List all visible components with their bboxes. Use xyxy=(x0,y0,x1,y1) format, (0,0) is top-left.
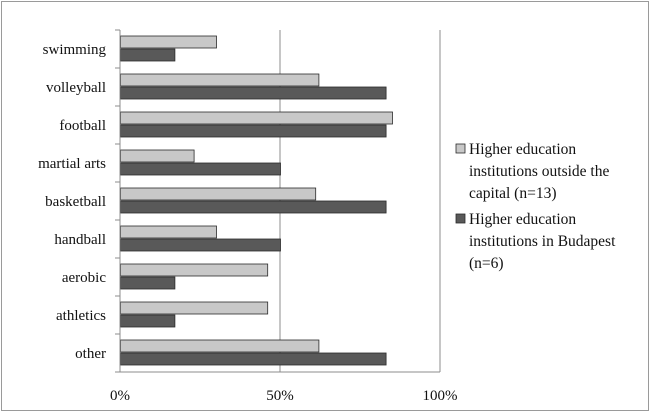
category-label: aerobic xyxy=(62,270,106,286)
bar-outside-capital xyxy=(120,73,320,87)
category-label: other xyxy=(75,346,106,362)
bars xyxy=(120,35,393,366)
chart-frame: swimming volleyball football martial arts ba… xyxy=(1,1,649,411)
bar-budapest xyxy=(120,238,281,252)
legend-label: Higher education institutions outside the… xyxy=(469,141,609,202)
bar-outside-capital xyxy=(120,187,317,201)
legend-label: Higher education institutions in Budapest… xyxy=(469,211,616,272)
category-label: football xyxy=(59,118,106,134)
category-label: basketball xyxy=(45,194,106,210)
bar-budapest xyxy=(120,352,387,366)
x-tick-label: 100% xyxy=(423,388,458,404)
category-labels: swimming volleyball football martial arts ba… xyxy=(38,42,106,362)
legend-swatch xyxy=(455,213,466,224)
x-tick-label: 0% xyxy=(110,388,130,404)
bar-outside-capital xyxy=(120,111,393,125)
bar-outside-capital xyxy=(120,301,269,315)
legend: Higher education institutions outside the… xyxy=(455,141,616,272)
category-label: volleyball xyxy=(46,80,106,96)
bar-chart: swimming volleyball football martial arts ba… xyxy=(38,29,616,404)
tick-labels: 0% 50% 100% xyxy=(110,388,458,404)
bar-budapest xyxy=(120,86,387,100)
bar-outside-capital xyxy=(120,263,269,277)
bar-outside-capital xyxy=(120,35,217,49)
bar-budapest xyxy=(120,124,387,138)
category-label: athletics xyxy=(56,308,106,324)
bar-budapest xyxy=(120,48,176,62)
bar-outside-capital xyxy=(120,225,217,239)
legend-entry: Higher education institutions outside the… xyxy=(455,141,609,202)
axes xyxy=(115,29,440,373)
category-label: martial arts xyxy=(38,156,106,172)
bar-budapest xyxy=(120,162,281,176)
category-label: handball xyxy=(54,232,106,248)
bar-budapest xyxy=(120,276,176,290)
bar-budapest xyxy=(120,314,176,328)
x-tick-label: 50% xyxy=(266,388,294,404)
legend-swatch xyxy=(455,143,466,154)
category-label: swimming xyxy=(43,42,107,58)
bar-budapest xyxy=(120,200,387,214)
bar-outside-capital xyxy=(120,339,320,353)
legend-entry: Higher education institutions in Budapest… xyxy=(455,211,616,272)
bar-outside-capital xyxy=(120,149,195,163)
